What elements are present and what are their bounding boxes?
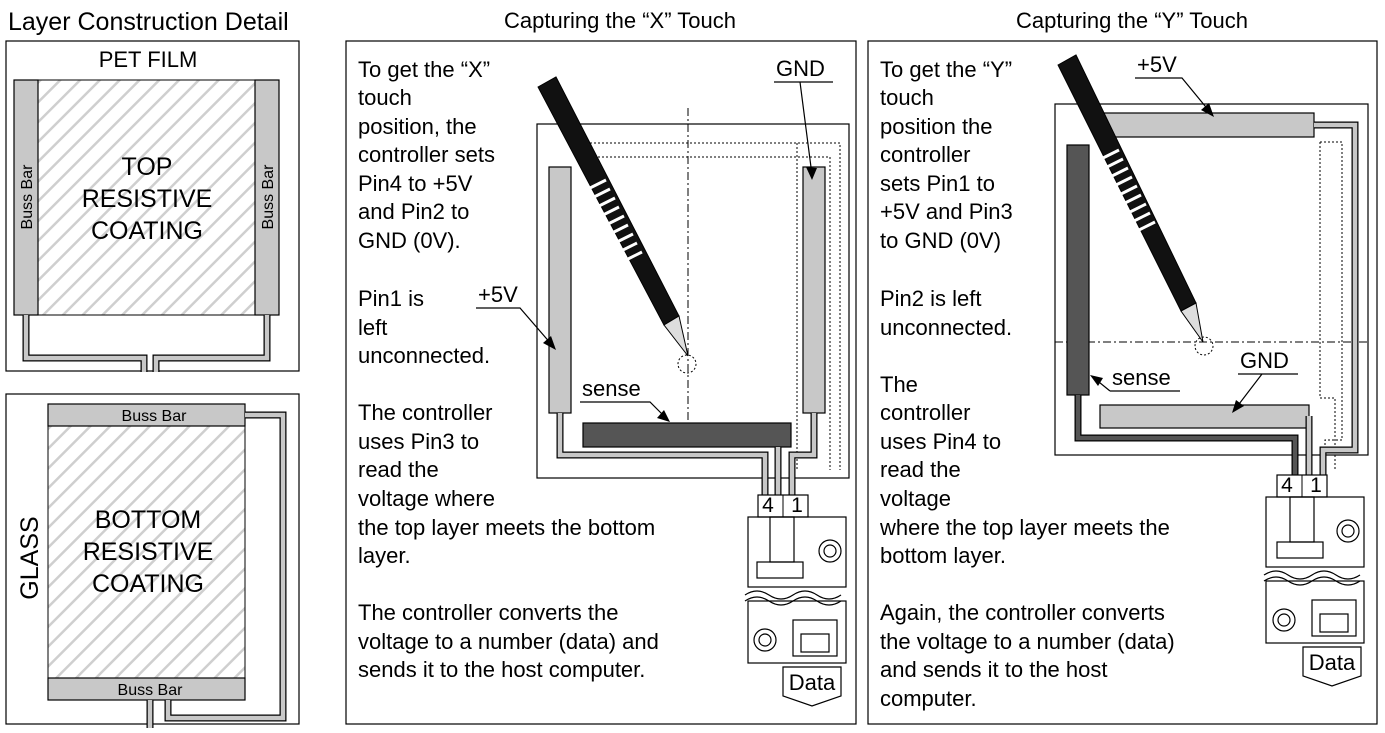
y-touch-diagram: +5V GND sense 4 1 Data: [1054, 52, 1369, 687]
glass-label: GLASS: [16, 516, 44, 599]
glass-layer: Buss Bar Buss Bar GLASS BOTTOM RESISTIVE…: [5, 393, 300, 728]
y-panel-outline: [1054, 103, 1369, 456]
y-text-line: sets Pin1 to: [880, 171, 995, 196]
x-text-line: The controller converts the: [358, 600, 618, 625]
pet-film-label: PET FILM: [99, 47, 198, 72]
x-touch-diagram: GND +5V sense 4 1 Data: [476, 56, 850, 707]
x-pin4-label: 4: [762, 494, 774, 517]
y-text-line: and sends it to the host: [880, 657, 1108, 682]
y-pin1-label: 1: [1310, 474, 1322, 497]
x-text-line: voltage where: [358, 486, 495, 511]
y-text-line: where the top layer meets the: [879, 515, 1170, 540]
x-text-line: GND (0V).: [358, 228, 461, 253]
x-text-line: voltage to a number (data) and: [358, 629, 659, 654]
top-coating-line1: TOP: [122, 153, 173, 181]
x-controller-board: [744, 516, 847, 664]
x-text-line: Pin4 to +5V: [358, 171, 473, 196]
buss-bar-left-label: Buss Bar: [19, 164, 36, 230]
x-text-line: left: [358, 315, 387, 340]
y-panel-frame: [867, 40, 1378, 725]
x-text-line: layer.: [358, 543, 411, 568]
y-bottom-bar: [1099, 404, 1310, 429]
x-sense-bar: [582, 422, 792, 448]
bottom-coating-line2: RESISTIVE: [83, 538, 214, 566]
x-right-bar: [802, 166, 826, 414]
x-text-line: read the: [358, 457, 439, 482]
x-text: To get the “X” touch position, the contr…: [358, 57, 659, 682]
x-text-line: To get the “X”: [358, 57, 490, 82]
x-plus5-label: +5V: [478, 282, 518, 307]
x-pin1-label: 1: [791, 494, 803, 517]
y-text-line: unconnected.: [880, 315, 1012, 340]
top-coating-area: [37, 79, 256, 316]
x-text-line: unconnected.: [358, 343, 490, 368]
y-text-line: the voltage to a number (data): [880, 629, 1175, 654]
y-text: To get the “Y” touch position the contro…: [879, 57, 1175, 711]
y-text-line: touch: [880, 85, 934, 110]
y-sense-bar: [1066, 144, 1090, 396]
y-text-line: The: [880, 372, 918, 397]
y-text-line: To get the “Y”: [880, 57, 1012, 82]
bottom-coating-area: [47, 425, 246, 679]
y-panel-title: Capturing the “Y” Touch: [1016, 8, 1248, 33]
x-panel-title: Capturing the “X” Touch: [504, 8, 736, 33]
layer-panel-title: Layer Construction Detail: [8, 8, 289, 36]
x-data-label: Data: [789, 670, 836, 695]
x-text-line: the top layer meets the bottom: [358, 515, 655, 540]
x-text-line: Pin1 is: [358, 286, 424, 311]
y-text-line: controller: [880, 142, 970, 167]
x-text-line: The controller: [358, 400, 493, 425]
buss-bar-bottom-label: Buss Bar: [118, 682, 184, 699]
y-stylus: [1057, 54, 1214, 356]
y-text-line: read the: [880, 457, 961, 482]
x-text-line: sends it to the host computer.: [358, 657, 645, 682]
x-text-line: touch: [358, 85, 412, 110]
y-text-line: uses Pin4 to: [880, 429, 1001, 454]
top-coating-line2: RESISTIVE: [82, 185, 213, 213]
y-text-line: bottom layer.: [880, 543, 1006, 568]
y-text-line: voltage: [880, 486, 951, 511]
y-pin4-label: 4: [1281, 474, 1293, 497]
x-panel-outline: [536, 123, 850, 479]
x-text-line: uses Pin3 to: [358, 429, 479, 454]
x-stylus: [537, 76, 697, 374]
x-gnd-label: GND: [776, 56, 825, 81]
x-panel-frame: [345, 40, 857, 725]
y-text-line: Again, the controller converts: [880, 600, 1165, 625]
x-text-line: position, the: [358, 114, 477, 139]
x-text-line: and Pin2 to: [358, 199, 469, 224]
top-coating-line3: COATING: [91, 217, 203, 245]
x-text-line: controller sets: [358, 142, 495, 167]
y-text-line: Pin2 is left: [880, 286, 982, 311]
y-top-bar: [1099, 112, 1315, 138]
y-gnd-label: GND: [1240, 348, 1289, 373]
buss-bar-right-label: Buss Bar: [260, 164, 277, 230]
y-plus5-label: +5V: [1137, 52, 1177, 77]
y-text-line: controller: [880, 400, 970, 425]
buss-bar-top-label: Buss Bar: [122, 408, 188, 425]
y-text-line: computer.: [880, 686, 977, 711]
pet-film-layer: PET FILM Buss Bar Buss Bar TOP RESISTIVE…: [5, 40, 300, 372]
bottom-coating-line3: COATING: [92, 570, 204, 598]
y-text-line: position the: [880, 114, 993, 139]
y-sense-label: sense: [1112, 365, 1171, 390]
x-sense-label: sense: [582, 376, 641, 401]
x-left-bar: [548, 166, 572, 414]
y-text-line: to GND (0V): [880, 228, 1001, 253]
buss-bar-right: [254, 79, 280, 316]
y-text-line: +5V and Pin3: [880, 199, 1013, 224]
bottom-coating-line1: BOTTOM: [95, 506, 201, 534]
y-controller-board: [1263, 496, 1365, 644]
y-data-label: Data: [1309, 650, 1356, 675]
